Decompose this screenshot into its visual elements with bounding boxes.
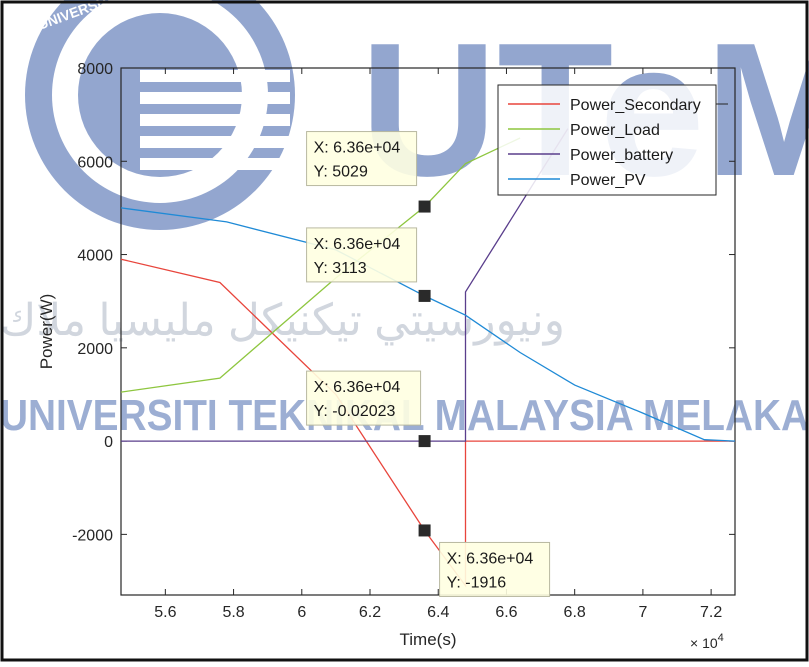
y-tick-label: 4000 [77,248,113,265]
legend-label: Power_Load [570,122,660,139]
x-axis-exponent-base: × 10 [690,635,718,651]
x-tick-label: 6.4 [427,604,449,621]
datatip-x-text: X: 6.36e+04 [314,140,401,157]
datatip-y-text: Y: -1916 [447,574,507,591]
x-tick-label: 6.6 [495,604,517,621]
legend: Power_Secondary Power_Load Power_battery Po… [497,84,728,196]
datatip-x-text: X: 6.36e+04 [314,379,401,396]
axis-ticks: 5.6 5.8 6 6.2 6.4 6.6 6.8 7 7.2 -2000 0 2000 4000 600… [72,61,735,621]
x-tick-label: 6.2 [359,604,381,621]
x-tick-label: 6 [297,604,306,621]
x-tick-label: 7 [638,604,647,621]
x-tick-label: 6.8 [564,604,586,621]
university-seal: UNIVERSITI TEKNIKAL MALAYSIA MELAKA [25,0,315,230]
datatip-y-text: Y: 5029 [314,164,368,181]
x-axis-exponent: × 104 [690,632,724,651]
x-tick-label: 7.2 [700,604,722,621]
datatip-box [439,541,551,597]
y-axis-label: Power(W) [37,294,56,370]
y-tick-label: 8000 [77,61,113,78]
datatip-x-text: X: 6.36e+04 [447,550,534,567]
x-axis-label: Time(s) [400,630,457,649]
datatip-box [306,227,418,283]
x-tick-label: 5.8 [222,604,244,621]
y-tick-label: 0 [104,434,113,451]
series-power-pv [120,207,736,442]
datatip-marker[interactable] [418,200,431,213]
datatip-marker[interactable] [418,524,431,537]
watermark-jawi-line: ونيورسيتي تيكنيكل مليسيا ملاك [0,296,565,346]
legend-label: Power_battery [570,147,673,164]
datatip-box [306,131,418,187]
y-tick-label: -2000 [72,527,113,544]
plot-area [120,67,736,596]
datatip-y-text: Y: 3113 [314,260,367,277]
datatip-marker[interactable] [418,435,431,448]
y-tick-label: 2000 [77,341,113,358]
legend-label: Power_Secondary [570,97,701,114]
datatip-y-text: Y: -0.02023 [314,403,396,420]
datatip-marker[interactable] [418,289,431,302]
x-axis-exponent-power: 4 [718,632,724,644]
datatip-box [306,370,422,426]
datatips-layer: X: 6.36e+04 Y: 5029 X: 6.36e+04 Y: 3113 X: 6… [306,131,551,597]
legend-label: Power_PV [570,172,646,189]
datatip-x-text: X: 6.36e+04 [314,236,401,253]
x-tick-label: 5.6 [154,604,176,621]
y-tick-label: 6000 [77,154,113,171]
